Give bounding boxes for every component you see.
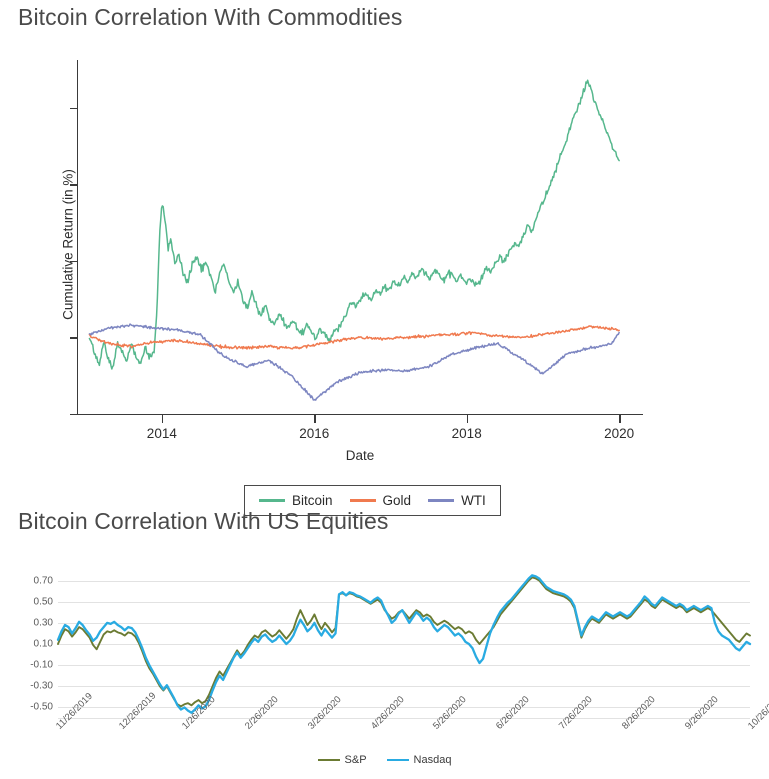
- legend-item-nasdaq[interactable]: Nasdaq: [386, 754, 452, 766]
- chart2-y-tick-label: -0.10: [30, 659, 53, 671]
- chart2-gridline: [58, 580, 750, 582]
- legend-item-gold[interactable]: Gold: [349, 493, 412, 508]
- chart2-y-tick-label: 0.70: [33, 575, 53, 587]
- legend-item-bitcoin[interactable]: Bitcoin: [259, 493, 333, 508]
- chart1-x-tick: [161, 415, 164, 423]
- chart2-y-tick-label: 0.50: [33, 596, 53, 608]
- chart1-y-axis-line: [77, 60, 79, 415]
- chart2-legend: S&P Nasdaq: [0, 754, 769, 766]
- chart1-y-tick: [70, 337, 77, 339]
- legend-label-gold: Gold: [382, 493, 412, 508]
- legend-swatch-bitcoin: [259, 499, 285, 502]
- chart1-legend: Bitcoin Gold WTI: [244, 485, 501, 516]
- page-title-equities: Bitcoin Correlation With US Equities: [18, 508, 389, 534]
- chart1-y-tick: [70, 107, 77, 110]
- chart2-y-tick-label: 0.10: [33, 638, 53, 650]
- legend-item-wti[interactable]: WTI: [428, 493, 486, 508]
- chart1-x-tick-label: 2016: [299, 426, 330, 441]
- chart2-gridline: [58, 665, 750, 667]
- chart-bitcoin-commodities: 01002003004002014201620182020 Cumulative…: [0, 52, 700, 516]
- chart1-x-tick: [314, 415, 316, 423]
- legend-label-sp: S&P: [344, 754, 367, 766]
- chart1-y-tick: [70, 260, 77, 263]
- chart1-plot-area: [78, 62, 642, 414]
- chart1-x-tick-label: 2018: [451, 426, 482, 441]
- chart-bitcoin-us-equities: 0.70 0.50 0.30 0.10 -0.10 -0.30 -0.50 11/26/20…: [0, 556, 769, 779]
- chart1-y-axis-label: Cumulative Return (in %): [60, 169, 76, 320]
- chart2-gridline: [58, 707, 750, 709]
- page-title-commodities: Bitcoin Correlation With Commodities: [18, 4, 403, 30]
- chart1-y-tick: [70, 414, 77, 416]
- legend-item-sp[interactable]: S&P: [317, 754, 367, 766]
- chart2-series-svg: [56, 574, 752, 714]
- legend-label-bitcoin: Bitcoin: [292, 493, 333, 508]
- chart2-gridline: [58, 644, 750, 645]
- legend-swatch-wti: [428, 499, 455, 502]
- chart1-x-axis-label: Date: [345, 448, 375, 463]
- chart2-gridline: [58, 622, 750, 624]
- chart1-series-svg: [88, 79, 620, 401]
- chart1-x-tick: [619, 415, 621, 423]
- chart2-gridline: [58, 601, 750, 603]
- legend-swatch-sp: [317, 758, 340, 762]
- chart1-y-tick: [70, 184, 77, 186]
- legend-swatch-nasdaq: [386, 758, 409, 762]
- chart2-gridline: [58, 686, 750, 688]
- chart1-x-tick: [466, 415, 469, 423]
- legend-label-wti: WTI: [461, 493, 486, 508]
- chart1-x-tick-label: 2020: [604, 426, 635, 441]
- chart2-y-tick-label: 0.30: [33, 617, 53, 629]
- chart2-axis-line: [58, 718, 750, 719]
- legend-swatch-gold: [349, 499, 376, 502]
- chart2-plot-area: [56, 570, 752, 718]
- chart2-y-tick-label: -0.30: [30, 680, 53, 692]
- legend-label-nasdaq: Nasdaq: [413, 754, 452, 766]
- chart1-x-tick-label: 2014: [146, 426, 177, 441]
- chart2-y-tick-label: -0.50: [30, 701, 53, 713]
- chart1-x-axis-line: [77, 414, 643, 416]
